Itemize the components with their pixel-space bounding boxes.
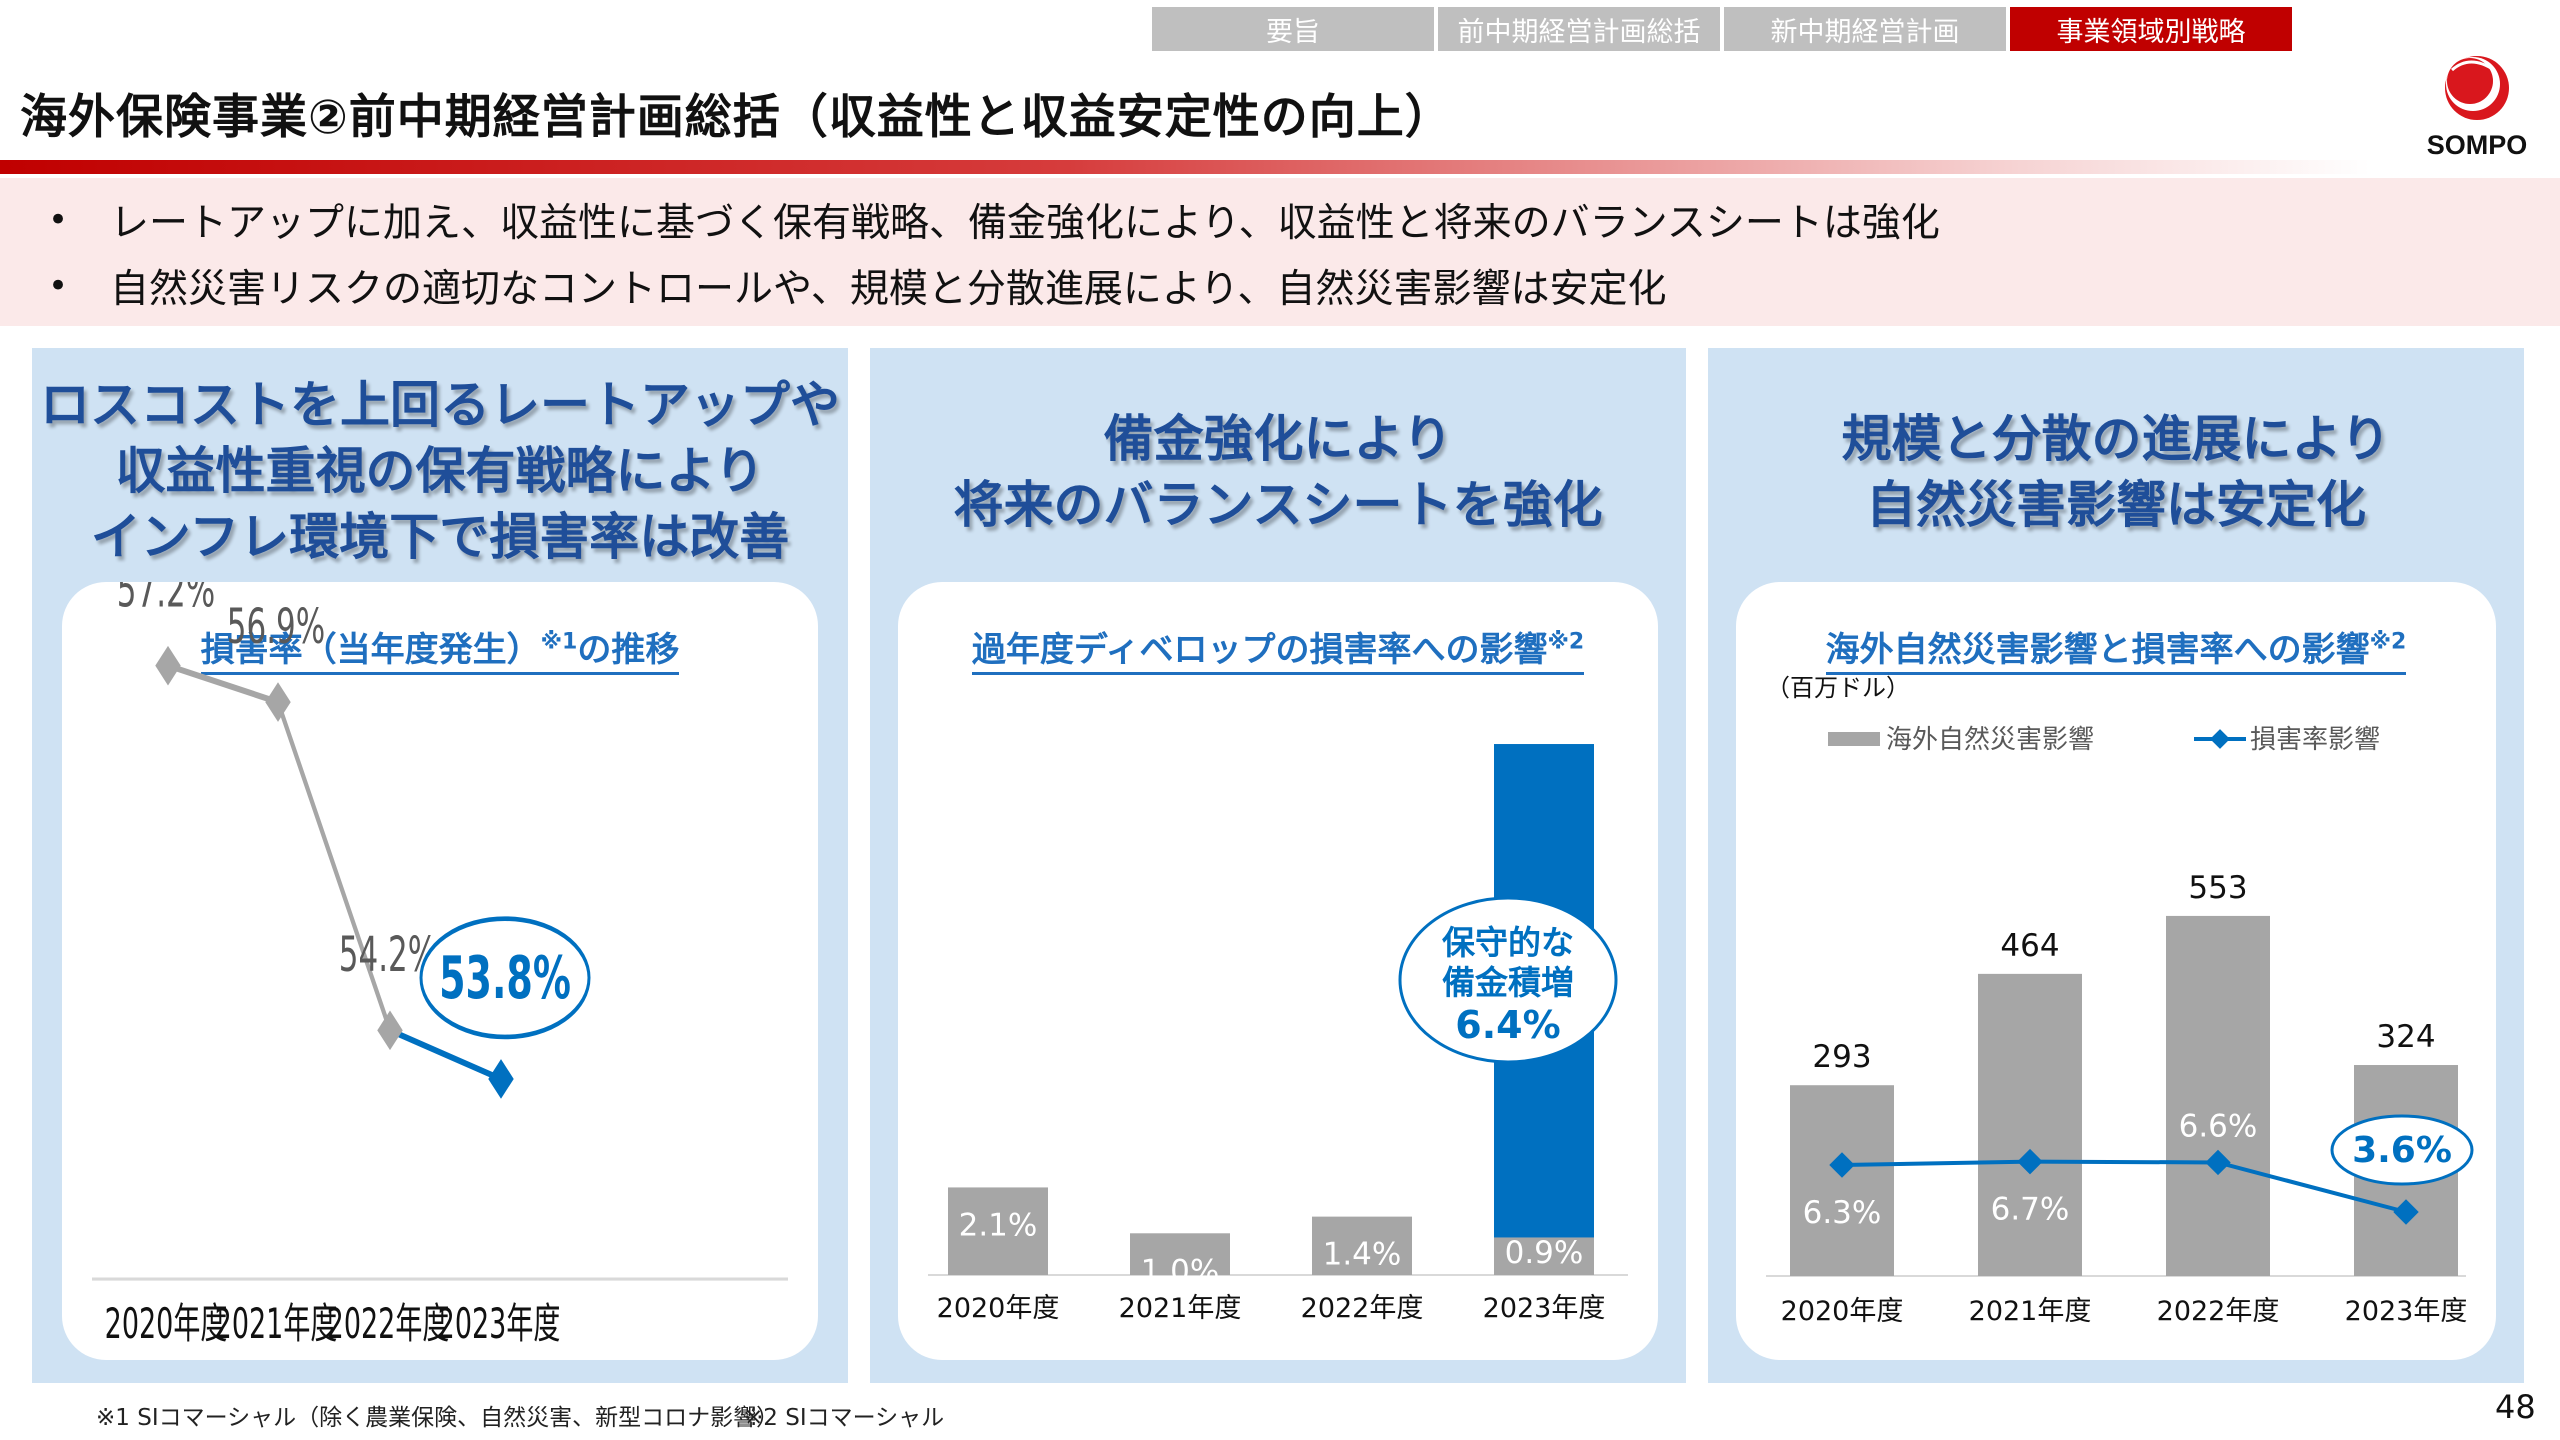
prior-year-development-bar-chart: 2.1% 2020年度 1.0% 2021年度 1.4% 2022年度 0.9% 2023年度…: [928, 744, 1628, 1324]
section-nav: 要旨 前中期経営計画総括 新中期経営計画 事業領域別戦略: [1152, 7, 2292, 51]
bullet-dot-icon: •: [48, 266, 69, 306]
footnote-1: ※1 SIコマーシャル（除く農業保険、自然災害、新型コロナ影響）: [96, 1405, 780, 1431]
panel-heading: ロスコストを上回るレートアップや 収益性重視の保有戦略により インフレ環境下で損…: [32, 372, 848, 570]
bullet-dot-icon: •: [48, 200, 69, 240]
data-label: 1.4%: [1323, 1237, 1402, 1273]
chart-card-loss-ratio: 損害率（当年度発生）※1の推移 57.2% 56.9% 54.2% 53.8% 2020…: [62, 582, 818, 1360]
x-tick-label: 2022年度: [1301, 1293, 1424, 1324]
panel-heading-line: 備金強化により: [1103, 410, 1453, 468]
bar-data-label: 293: [1812, 1039, 1871, 1075]
line-data-label: 6.3%: [1803, 1195, 1882, 1231]
data-point-marker: [377, 1010, 403, 1051]
legend-label: 海外自然災害影響: [1886, 725, 2094, 755]
legend-swatch-marker: [2210, 729, 2230, 749]
series-line-blue: [389, 1027, 502, 1082]
nav-tab-summary[interactable]: 要旨: [1152, 7, 1434, 51]
panel-heading-line: 将来のバランスシートを強化: [953, 476, 1603, 534]
x-tick-label: 2023年度: [1483, 1293, 1606, 1324]
nav-tab-previous-plan-review[interactable]: 前中期経営計画総括: [1438, 7, 1720, 51]
title-underline-bar: [0, 160, 2370, 174]
data-label: 56.9%: [227, 598, 325, 655]
summary-bullet: • 自然災害リスクの適切なコントロールや、規模と分散進展により、自然災害影響は安…: [48, 258, 1667, 314]
chart-title-suffix: の推移: [577, 630, 680, 670]
chart-title-text: 過年度ディベロップの損害率への影響: [971, 630, 1548, 670]
panel-heading-line: インフレ環境下で損害率は改善: [90, 508, 790, 566]
summary-box: • レートアップに加え、収益性に基づく保有戦略、備金強化により、収益性と将来のバ…: [0, 178, 2560, 326]
x-tick-label: 2022年度: [2157, 1296, 2280, 1327]
annotation-ellipse: [1398, 896, 1618, 1064]
data-label: 0.9%: [1505, 1235, 1584, 1271]
unit-label: （百万ドル）: [1766, 674, 1910, 702]
bar-natcat-impact: [1978, 973, 2082, 1276]
chart-title: 過年度ディベロップの損害率への影響※2: [898, 622, 1658, 675]
chart-title: 損害率（当年度発生）※1の推移: [62, 622, 818, 675]
x-tick-label: 2020年度: [105, 1300, 228, 1349]
chart-title: 海外自然災害影響と損害率への影響※2: [1736, 622, 2496, 675]
x-tick-label: 2020年度: [1781, 1296, 1904, 1327]
series-line-loss-ratio-impact: [1841, 1159, 2407, 1214]
chart-card-natcat-impact: 海外自然災害影響と損害率への影響※2 （百万ドル） 海外自然災害影響 損害率影響 29…: [1736, 582, 2496, 1360]
legend-label: 損害率影響: [2250, 725, 2380, 755]
x-tick-label: 2022年度: [327, 1300, 450, 1349]
panel-heading: 備金強化により 将来のバランスシートを強化: [870, 406, 1686, 538]
logo-wordmark: SOMPO: [2426, 130, 2528, 160]
bar-prior-year-development: [1494, 1237, 1594, 1275]
data-point-marker: [155, 645, 181, 686]
legend-swatch-bar: [1828, 732, 1880, 746]
annotation-value: 6.4%: [1455, 1003, 1560, 1047]
natcat-combo-chart: （百万ドル） 海外自然災害影響 損害率影響 293 2020年度 464 2021年度 553…: [1766, 674, 2474, 1327]
data-point-marker: [488, 1059, 514, 1099]
chart-title-note: ※2: [1547, 629, 1585, 655]
chart-title-text: 損害率（当年度発生）: [200, 630, 541, 670]
x-tick-label: 2023年度: [2345, 1296, 2468, 1327]
bar-natcat-impact: [2166, 915, 2270, 1276]
bar-prior-year-development: [948, 1187, 1048, 1275]
x-tick-label: 2023年度: [438, 1300, 561, 1349]
nav-tab-business-strategy[interactable]: 事業領域別戦略: [2010, 7, 2292, 51]
data-point-marker: [265, 682, 291, 722]
annotation-text: 保守的な: [1442, 923, 1574, 962]
line-data-label: 6.6%: [2179, 1108, 2258, 1144]
footnote-2: ※2 SIコマーシャル: [744, 1405, 945, 1431]
data-label: 2.1%: [959, 1207, 1038, 1243]
bar-natcat-impact: [1790, 1085, 1894, 1276]
bar-prior-year-development: [1130, 1233, 1230, 1275]
panel-reserve: 備金強化により 将来のバランスシートを強化 過年度ディベロップの損害率への影響※…: [870, 348, 1686, 1383]
bar-data-label: 464: [2000, 928, 2059, 964]
x-tick-label: 2021年度: [215, 1300, 338, 1349]
bar-data-label: 553: [2188, 870, 2247, 906]
bar-prior-year-development: [1312, 1216, 1412, 1275]
page-title: 海外保険事業②前中期経営計画総括（収益性と収益安定性の向上）: [20, 90, 1453, 145]
panel-heading-line: 規模と分散の進展により: [1841, 410, 2391, 468]
sompo-logo-icon: [2445, 56, 2509, 120]
chart-title-note: ※1: [540, 629, 578, 655]
chart-title-note: ※2: [2369, 629, 2407, 655]
chart-card-prior-year-development: 過年度ディベロップの損害率への影響※2 2.1% 2020年度 1.0% 2021年度…: [898, 582, 1658, 1360]
x-tick-label: 2021年度: [1119, 1293, 1242, 1324]
bar-data-label: 324: [2376, 1019, 2435, 1055]
summary-bullet-text: 自然災害リスクの適切なコントロールや、規模と分散進展により、自然災害影響は安定化: [110, 267, 1667, 312]
panel-loss-ratio: ロスコストを上回るレートアップや 収益性重視の保有戦略により インフレ環境下で損…: [32, 348, 848, 1383]
highlight-ellipse: [2330, 1114, 2474, 1186]
x-tick-label: 2021年度: [1969, 1296, 2092, 1327]
line-data-label: 3.6%: [2352, 1130, 2452, 1171]
data-label: 53.8%: [439, 943, 571, 1012]
x-tick-label: 2020年度: [937, 1293, 1060, 1324]
panel-natcat: 規模と分散の進展により 自然災害影響は安定化 海外自然災害影響と損害率への影響※…: [1708, 348, 2524, 1383]
panel-heading-line: ロスコストを上回るレートアップや: [40, 376, 840, 434]
chart-title-text: 海外自然災害影響と損害率への影響: [1825, 630, 2370, 670]
summary-bullet: • レートアップに加え、収益性に基づく保有戦略、備金強化により、収益性と将来のバ…: [48, 192, 1940, 248]
data-label: 57.2%: [117, 582, 215, 618]
summary-bullet-text: レートアップに加え、収益性に基づく保有戦略、備金強化により、収益性と将来のバラン…: [110, 201, 1940, 246]
panel-heading: 規模と分散の進展により 自然災害影響は安定化: [1708, 406, 2524, 538]
panel-heading-line: 収益性重視の保有戦略により: [115, 442, 765, 500]
panel-heading-line: 自然災害影響は安定化: [1866, 476, 2366, 534]
annotation-text: 備金積増: [1442, 963, 1574, 1002]
page-number: 48: [2495, 1388, 2536, 1426]
line-data-label: 6.7%: [1991, 1192, 2070, 1228]
nav-tab-new-plan[interactable]: 新中期経営計画: [1724, 7, 2006, 51]
loss-ratio-line-chart: 57.2%56.9%54.2% 53.8%2020年度2021年度2022年度20…: [92, 582, 788, 1349]
highlight-ellipse: [419, 916, 591, 1040]
data-label: 1.0%: [1141, 1253, 1220, 1289]
